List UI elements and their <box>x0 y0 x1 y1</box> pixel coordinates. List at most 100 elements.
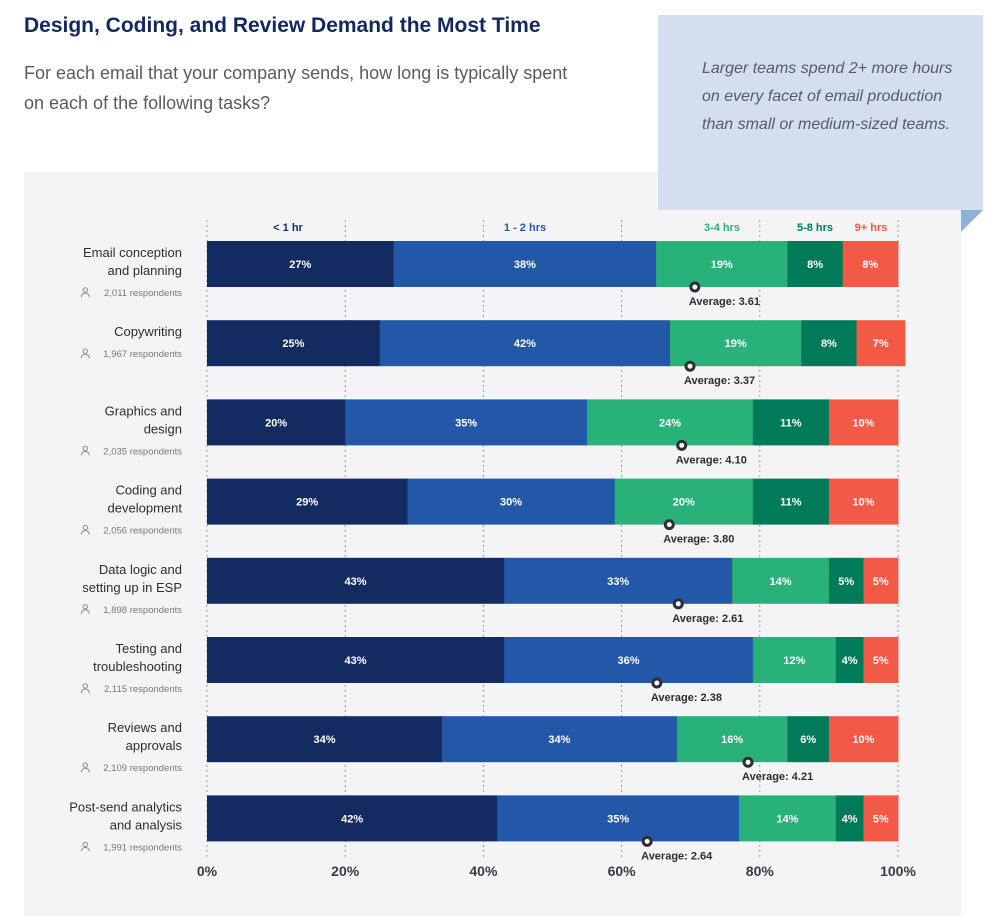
average-marker <box>651 677 663 689</box>
bar-segment <box>739 795 837 842</box>
legend-label: 5-8 hrs <box>797 222 833 234</box>
bar-segment <box>842 241 899 287</box>
bar-value-label: 8% <box>862 259 878 271</box>
bar-segment <box>345 399 588 446</box>
callout-fold <box>961 210 983 232</box>
average-marker <box>672 598 684 610</box>
people-icon <box>82 604 89 610</box>
bar-value-label: 7% <box>873 338 889 350</box>
x-tick-label: 40% <box>469 863 498 879</box>
bar-value-label: 4% <box>842 655 858 667</box>
people-icon <box>80 292 90 298</box>
bar-segment <box>379 320 671 367</box>
people-icon <box>82 683 89 689</box>
bar-value-label: 29% <box>296 497 318 509</box>
bar-segment <box>752 478 830 525</box>
row-label: and planning <box>108 263 182 278</box>
bar-value-label: 42% <box>514 338 536 350</box>
average-marker <box>742 756 754 768</box>
bar-segment <box>828 557 864 604</box>
average-label: Average: 3.37 <box>684 375 755 387</box>
row-label: Copywriting <box>114 324 182 339</box>
bar-value-label: 20% <box>265 417 287 429</box>
bar-value-label: 27% <box>289 259 311 271</box>
callout-box: Larger teams spend 2+ more hours on ever… <box>658 15 983 210</box>
bar-value-label: 8% <box>807 259 823 271</box>
bar-segment <box>669 320 802 367</box>
average-label: Average: 4.21 <box>742 771 813 783</box>
bar-value-label: 10% <box>852 417 874 429</box>
row-label: Reviews and <box>108 720 182 735</box>
bar-segment <box>835 795 864 842</box>
bar-value-label: 19% <box>711 259 733 271</box>
bar-segment <box>752 637 837 683</box>
legend-label: 3-4 hrs <box>704 222 740 234</box>
callout-text: Larger teams spend 2+ more hours on ever… <box>702 60 953 133</box>
bar-segment <box>497 795 740 842</box>
average-marker <box>663 519 675 531</box>
bar-segment <box>207 637 505 683</box>
bar-value-label: 10% <box>852 497 874 509</box>
row-label: Post-send analytics <box>69 799 182 814</box>
bar-value-label: 33% <box>607 576 629 588</box>
bar-value-label: 5% <box>873 813 889 825</box>
bar-value-label: 4% <box>842 813 858 825</box>
people-icon <box>82 348 89 354</box>
bar-segment <box>207 399 346 446</box>
bar-segment <box>787 716 830 763</box>
bar-segment <box>863 637 899 683</box>
bar-segment <box>504 557 733 604</box>
bar-value-label: 43% <box>345 655 367 667</box>
row-label: development <box>108 501 183 516</box>
bar-value-label: 16% <box>721 734 743 746</box>
bar-value-label: 30% <box>500 497 522 509</box>
bar-segment <box>207 320 381 367</box>
bar-value-label: 20% <box>673 497 695 509</box>
respondents-count: 2,035 respondents <box>103 446 182 457</box>
bar-segment <box>207 716 443 763</box>
bar-value-label: 6% <box>800 734 816 746</box>
row-label: and analysis <box>110 817 183 832</box>
legend-label: 9+ hrs <box>855 222 888 234</box>
bar-value-label: 25% <box>282 338 304 350</box>
x-tick-label: 0% <box>197 863 218 879</box>
row-label: design <box>144 421 182 436</box>
bar-segment <box>863 557 899 604</box>
people-icon <box>80 846 90 852</box>
page-subtitle: For each email that your company sends, … <box>24 63 568 113</box>
respondents-count: 1,967 respondents <box>103 349 182 360</box>
bar-value-label: 11% <box>780 417 802 429</box>
average-label: Average: 3.61 <box>689 296 760 308</box>
average-marker <box>684 360 696 372</box>
bar-value-label: 34% <box>548 734 570 746</box>
bar-value-label: 11% <box>780 497 802 509</box>
bar-segment <box>393 241 657 287</box>
bar-segment <box>207 241 395 287</box>
row-label: Email conception <box>83 245 182 260</box>
average-label: Average: 2.64 <box>641 850 713 862</box>
respondents-count: 2,109 respondents <box>103 763 182 774</box>
bar-value-label: 12% <box>783 655 805 667</box>
x-tick-label: 100% <box>880 863 916 879</box>
people-icon <box>82 445 89 452</box>
row-label: Coding and <box>116 483 183 498</box>
bar-value-label: 35% <box>607 813 629 825</box>
bar-segment <box>207 478 408 525</box>
bar-segment <box>407 478 616 525</box>
row-label: Graphics and <box>105 403 182 418</box>
average-label: Average: 4.10 <box>676 454 747 466</box>
bar-value-label: 35% <box>455 417 477 429</box>
bar-segment <box>732 557 830 604</box>
row-label: troubleshooting <box>93 659 182 674</box>
chart-panel <box>24 172 961 916</box>
people-icon <box>80 609 90 614</box>
bar-value-label: 36% <box>617 655 639 667</box>
bar-segment <box>835 637 864 683</box>
people-icon <box>80 767 90 773</box>
bar-segment <box>787 241 844 287</box>
legend-label: < 1 hr <box>273 222 303 234</box>
bar-segment <box>828 399 899 446</box>
x-tick-label: 60% <box>608 863 637 879</box>
bar-segment <box>752 399 830 446</box>
